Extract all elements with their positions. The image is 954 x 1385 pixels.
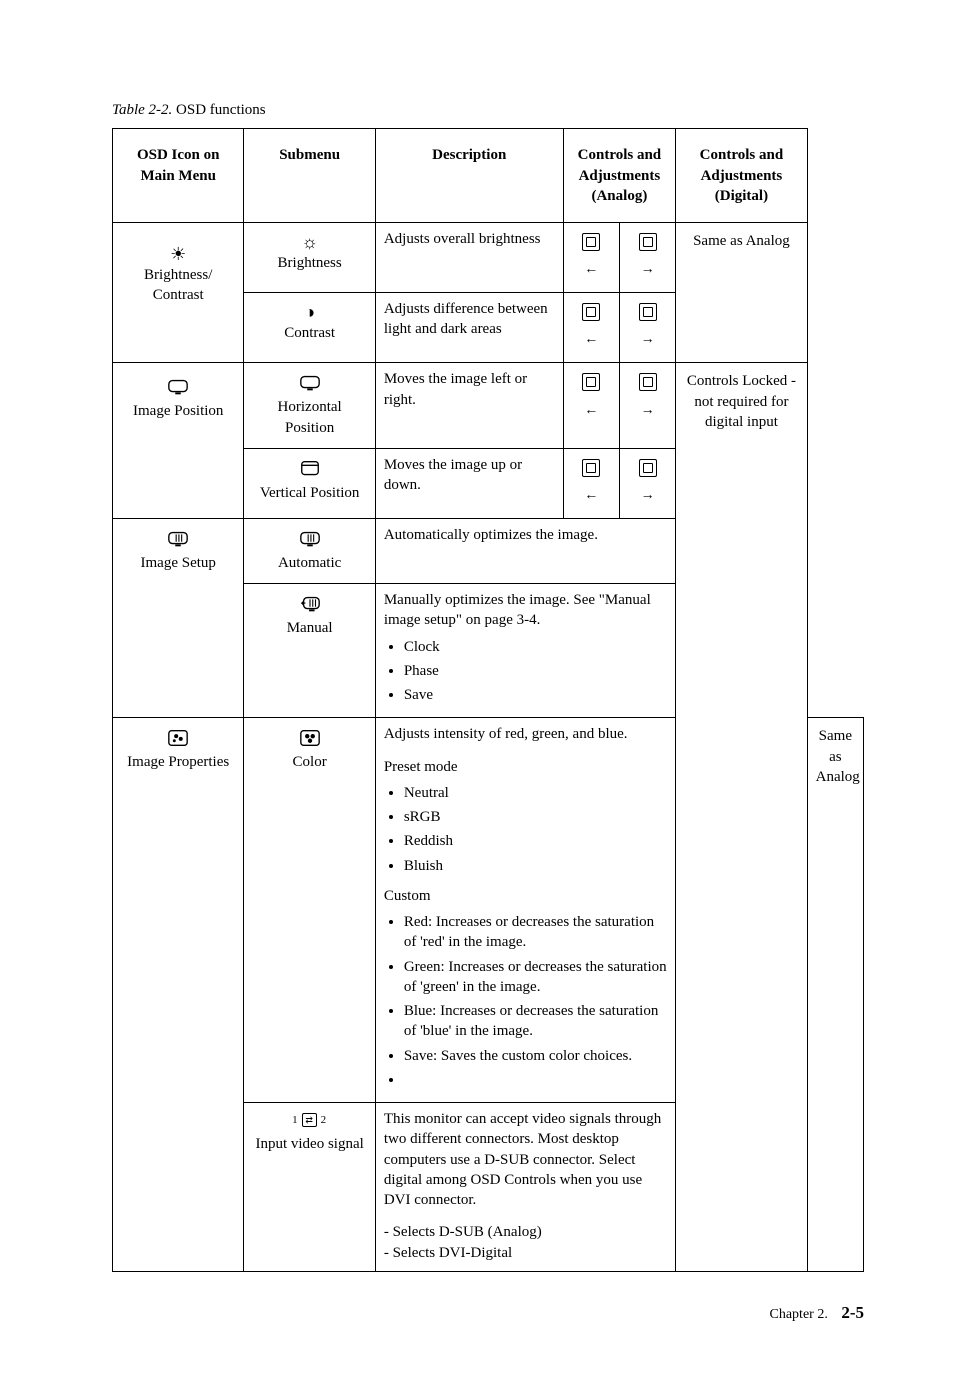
- brightness-analog-right-icon: →: [639, 233, 657, 284]
- image-properties-group-label: Image Properties: [127, 754, 229, 770]
- brightness-analog-left-icon: ←: [582, 233, 600, 284]
- input-desc-l2: - Selects DVI-Digital: [384, 1243, 667, 1263]
- vertical-position-icon: [299, 459, 321, 479]
- image-setup-group-label: Image Setup: [141, 555, 216, 571]
- preset-srgb: sRGB: [404, 807, 667, 827]
- manual-bullet-list: Clock Phase Save: [388, 637, 667, 706]
- custom-red: Red: Increases or decreases the saturati…: [404, 912, 667, 953]
- preset-heading: Preset mode: [384, 757, 667, 777]
- vpos-desc: Moves the image up or down.: [375, 448, 563, 518]
- input-desc-p1: This monitor can accept video signals th…: [384, 1109, 667, 1210]
- brightness-sub-label: Brightness: [278, 255, 342, 271]
- input-signal-icon: 1 ⇄ 2: [252, 1113, 366, 1128]
- header-description: Description: [375, 129, 563, 223]
- caption-title: OSD functions: [176, 102, 266, 118]
- automatic-icon: [299, 529, 321, 549]
- manual-sub-label: Manual: [287, 620, 333, 636]
- footer-page-number: 2-5: [841, 1303, 864, 1322]
- header-main-icon: OSD Icon on Main Menu: [113, 129, 244, 223]
- hpos-analog-left-icon: ←: [582, 373, 600, 424]
- preset-bluish: Bluish: [404, 856, 667, 876]
- custom-save: Save: Saves the custom color choices.: [404, 1046, 667, 1066]
- manual-icon: [299, 594, 321, 614]
- input-desc-l1: - Selects D-SUB (Analog): [384, 1222, 667, 1242]
- horizontal-position-icon: [299, 373, 321, 393]
- osd-functions-table: OSD Icon on Main Menu Submenu Descriptio…: [112, 128, 864, 1272]
- hpos-sub-label: Horizontal Position: [278, 399, 342, 435]
- color-sub-label: Color: [293, 754, 327, 770]
- caption-prefix: Table 2-2.: [112, 102, 172, 118]
- manual-bullet-phase: Phase: [404, 661, 667, 681]
- image-setup-group-icon: [167, 529, 189, 549]
- imgpos-digital: Controls Locked - not required for digit…: [676, 363, 807, 1272]
- auto-sub-label: Automatic: [278, 555, 341, 571]
- manual-bullet-save: Save: [404, 685, 667, 705]
- imgprop-digital: Same as Analog: [807, 718, 863, 1272]
- input-sub-label: Input video signal: [255, 1136, 363, 1152]
- brightness-desc: Adjusts overall brightness: [375, 223, 563, 293]
- preset-neutral: Neutral: [404, 783, 667, 803]
- vpos-sub-label: Vertical Position: [260, 485, 360, 501]
- custom-heading: Custom: [384, 886, 667, 906]
- contrast-icon: ◑: [252, 303, 366, 321]
- custom-blue: Blue: Increases or decreases the saturat…: [404, 1001, 667, 1042]
- custom-bullet-list: Red: Increases or decreases the saturati…: [388, 912, 667, 1090]
- header-controls-digital: Controls and Adjustments (Digital): [676, 129, 807, 223]
- contrast-sub-label: Contrast: [284, 325, 335, 341]
- image-position-group-icon: [167, 377, 189, 397]
- brightness-digital: Same as Analog: [676, 223, 807, 363]
- manual-desc-intro: Manually optimizes the image. See "Manua…: [384, 590, 667, 631]
- page-footer: Chapter 2. 2-5: [112, 1302, 864, 1325]
- image-properties-group-icon: [167, 728, 189, 748]
- preset-bullet-list: Neutral sRGB Reddish Bluish: [388, 783, 667, 876]
- color-icon: [299, 728, 321, 748]
- preset-reddish: Reddish: [404, 831, 667, 851]
- contrast-analog-right-icon: →: [639, 303, 657, 354]
- header-submenu: Submenu: [244, 129, 375, 223]
- brightness-icon: ☼: [252, 233, 366, 251]
- brightness-group-icon: ☀: [121, 245, 235, 263]
- custom-green: Green: Increases or decreases the satura…: [404, 957, 667, 998]
- footer-chapter: Chapter 2.: [770, 1307, 828, 1322]
- brightness-group-label: Brightness/ Contrast: [144, 267, 212, 303]
- vpos-analog-left-icon: ←: [582, 459, 600, 510]
- hpos-desc: Moves the image left or right.: [375, 363, 563, 449]
- image-position-group-label: Image Position: [133, 403, 223, 419]
- custom-empty: [404, 1070, 667, 1090]
- hpos-analog-right-icon: →: [639, 373, 657, 424]
- contrast-analog-left-icon: ←: [582, 303, 600, 354]
- contrast-desc: Adjusts difference between light and dar…: [375, 293, 563, 363]
- auto-desc: Automatically optimizes the image.: [375, 518, 675, 583]
- table-caption: Table 2-2. OSD functions: [112, 100, 864, 120]
- header-controls-analog: Controls and Adjustments (Analog): [563, 129, 676, 223]
- vpos-analog-right-icon: →: [639, 459, 657, 510]
- manual-bullet-clock: Clock: [404, 637, 667, 657]
- color-desc-intro: Adjusts intensity of red, green, and blu…: [384, 724, 667, 744]
